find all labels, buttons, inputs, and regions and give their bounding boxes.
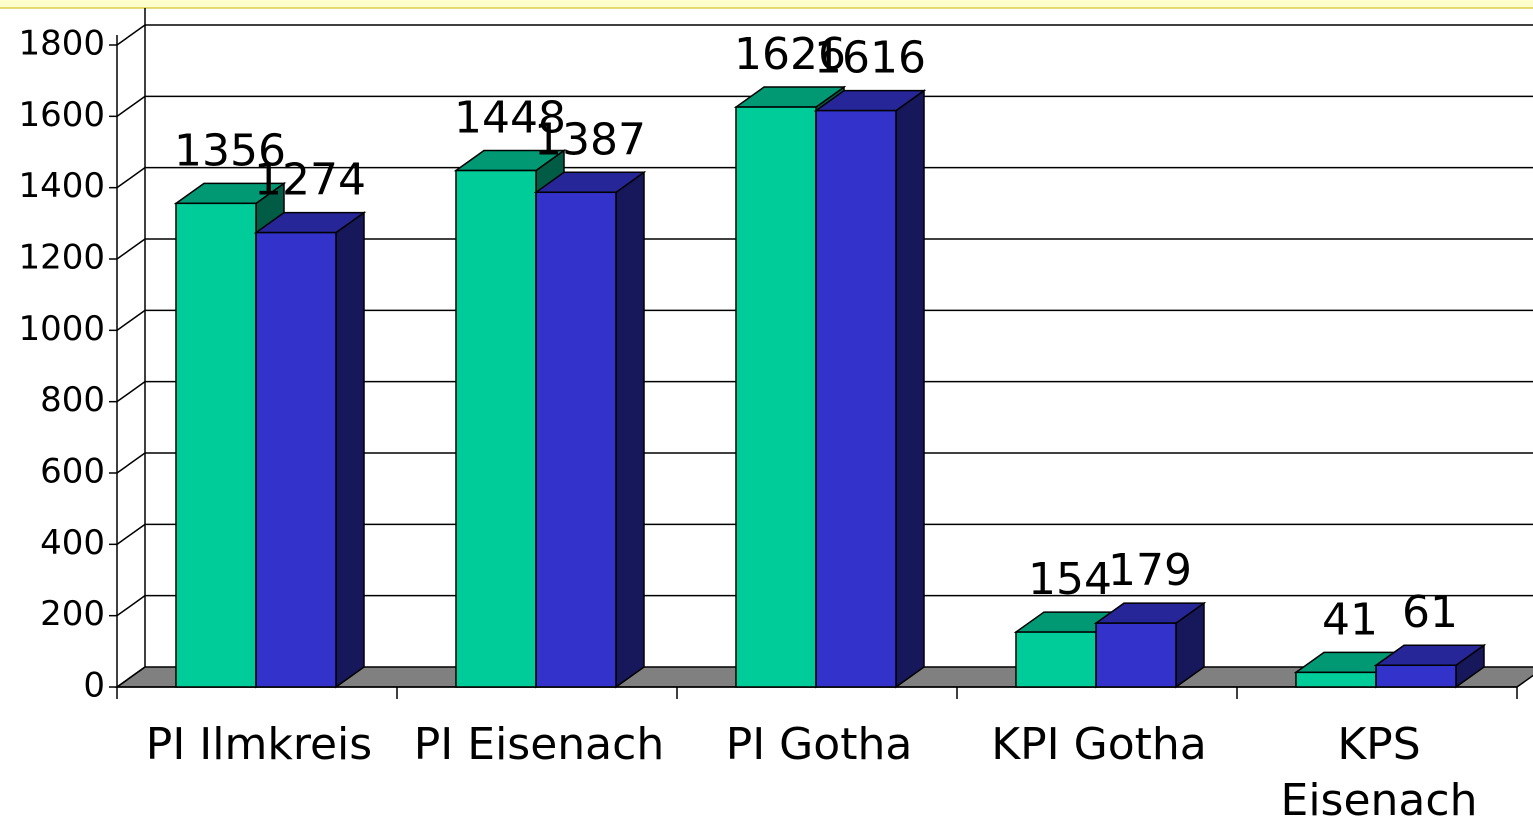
x-tick-label: PI Eisenach: [413, 719, 665, 770]
y-tick-label: 1200: [18, 238, 105, 278]
y-tick-label: 400: [40, 523, 105, 563]
y-tick-diag: [116, 309, 146, 331]
value-label: 1356: [174, 125, 286, 176]
y-tick-diag: [116, 381, 146, 403]
y-tick-diag: [116, 595, 146, 617]
value-label: 1387: [534, 114, 646, 165]
value-label: 179: [1108, 545, 1192, 596]
bar: [815, 109, 897, 688]
bar-side: [615, 170, 645, 689]
value-label: 1448: [454, 93, 566, 144]
y-tick-diag: [116, 167, 146, 189]
bar: [735, 106, 817, 688]
bar-side: [335, 211, 365, 689]
value-label: 1616: [814, 33, 926, 84]
bar: [1015, 631, 1097, 688]
bar-side: [895, 89, 925, 689]
bar: [175, 202, 257, 688]
y-tick-label: 1400: [18, 166, 105, 206]
bar: [1295, 671, 1377, 688]
y-tick-label: 200: [40, 594, 105, 634]
bar: [1095, 622, 1177, 688]
y-tick-diag: [116, 24, 146, 46]
bar: [455, 169, 537, 688]
y-tick-diag: [116, 238, 146, 260]
y-tick-label: 1800: [18, 24, 105, 64]
y-tick-label: 600: [40, 452, 105, 492]
y-tick-diag: [116, 95, 146, 117]
bar: [255, 231, 337, 688]
top-strip: [0, 0, 1533, 8]
value-label: 41: [1322, 594, 1378, 645]
value-label: 1274: [254, 155, 366, 206]
value-label: 61: [1402, 587, 1458, 638]
value-label: 1626: [734, 29, 846, 80]
y-tick-diag: [116, 666, 146, 688]
y-tick-label: 1600: [18, 95, 105, 135]
bar: [535, 191, 617, 688]
bar: [1375, 664, 1457, 688]
y-tick-label: 800: [40, 380, 105, 420]
x-tick-label: KPS Eisenach: [1280, 719, 1478, 826]
x-tick-label: KPI Gotha: [991, 719, 1207, 770]
y-tick-label: 1000: [18, 309, 105, 349]
value-label: 154: [1028, 554, 1112, 605]
y-tick-diag: [116, 452, 146, 474]
y-tick-diag: [116, 523, 146, 545]
x-tick-label: PI Gotha: [725, 719, 913, 770]
y-tick-label: 0: [83, 666, 105, 706]
x-tick-label: PI Ilmkreis: [145, 719, 373, 770]
